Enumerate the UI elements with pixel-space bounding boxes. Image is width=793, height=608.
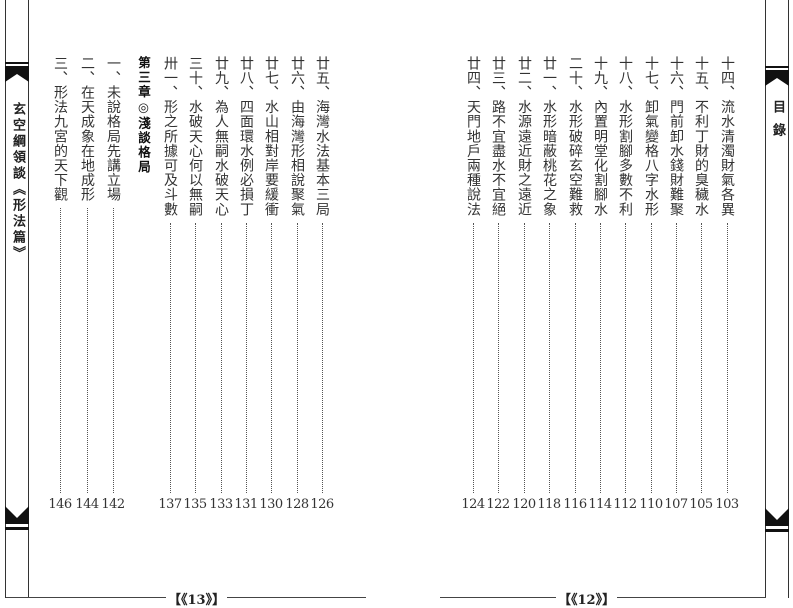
dot-leader	[112, 208, 114, 493]
page-number: 【《12》】	[556, 589, 618, 608]
dot-leader	[296, 222, 298, 493]
section-title: 目錄	[770, 100, 785, 146]
entry-title: 十九、內置明堂化割腳水	[592, 56, 608, 217]
entry-page-number: 146	[48, 497, 72, 512]
toc-entry[interactable]: 三十、水破天心何以無嗣 135	[183, 56, 207, 512]
entry-page-number: 118	[537, 497, 561, 512]
toc-entry[interactable]: 廿五、海灣水法基本三局 126	[310, 56, 334, 512]
dot-leader	[245, 222, 247, 493]
entry-page-number: 103	[715, 497, 739, 512]
entry-title: 廿六、由海灣形相說聚氣	[289, 56, 305, 217]
toc-entry[interactable]: 廿二、水源遠近財之遠近 120	[512, 56, 536, 512]
entry-page-number: 128	[285, 497, 309, 512]
entry-title: 十八、水形割腳多數不利	[617, 56, 633, 217]
toc-entry[interactable]: 十六、門前卸水錢財難聚 107	[664, 56, 688, 512]
toc-entry[interactable]: 十四、流水清濁財氣各異 103	[715, 56, 739, 512]
dot-leader	[624, 222, 626, 493]
dot-leader	[270, 222, 272, 493]
top-arrow-icon	[765, 66, 789, 86]
entry-title: 廿七、水山相對岸要緩衝	[263, 56, 279, 217]
dot-leader	[523, 222, 525, 493]
entry-title: 十七、卸氣變格八字水形	[643, 56, 659, 217]
chapter-heading: 第三章◎淺談格局	[134, 56, 152, 512]
entry-title: 三、形法九宮的天下觀	[52, 56, 68, 202]
entry-page-number: 133	[209, 497, 233, 512]
entry-page-number: 130	[259, 497, 283, 512]
book-title: 玄空綱領談《形法篇》	[10, 102, 25, 262]
dot-leader	[472, 222, 474, 493]
dot-leader	[321, 222, 323, 493]
entry-page-number: 107	[664, 497, 688, 512]
toc-entry[interactable]: 二、在天成象在地成形 144	[75, 56, 99, 512]
dot-leader	[220, 222, 222, 493]
entry-title: 廿九、為人無嗣水破天心	[213, 56, 229, 217]
entry-page-number: 144	[75, 497, 99, 512]
dot-leader	[599, 222, 601, 493]
dot-leader	[169, 222, 171, 493]
toc-entry[interactable]: 卅一、形之所據可及斗數 137	[158, 56, 182, 512]
page-number: 【《13》】	[166, 589, 228, 608]
dot-leader	[497, 222, 499, 493]
toc-entry[interactable]: 廿一、水形暗蔽桃花之象 118	[537, 56, 561, 512]
entry-page-number: 114	[588, 497, 612, 512]
entry-page-number: 126	[310, 497, 334, 512]
entry-page-number: 124	[461, 497, 485, 512]
entry-title: 一、未說格局先講立場	[105, 56, 121, 202]
entry-page-number: 142	[101, 497, 125, 512]
entry-page-number: 120	[512, 497, 536, 512]
entry-title: 廿二、水源遠近財之遠近	[516, 56, 532, 217]
entry-title: 十四、流水清濁財氣各異	[719, 56, 735, 217]
top-arrow-icon	[5, 62, 29, 82]
bottom-arrow-icon	[765, 508, 789, 532]
toc-entry[interactable]: 廿七、水山相對岸要緩衝 130	[259, 56, 283, 512]
entry-page-number: 135	[183, 497, 207, 512]
entry-title: 二、在天成象在地成形	[79, 56, 95, 202]
dot-leader	[548, 222, 550, 493]
dot-leader	[574, 222, 576, 493]
dot-leader	[59, 208, 61, 493]
entry-title: 十六、門前卸水錢財難聚	[668, 56, 684, 217]
toc-entry[interactable]: 二十、水形破碎玄空難救 116	[563, 56, 587, 512]
toc-entry[interactable]: 十七、卸氣變格八字水形 110	[639, 56, 663, 512]
entry-page-number: 116	[563, 497, 587, 512]
toc-entry[interactable]: 十五、不利丁財的臭穢水 105	[689, 56, 713, 512]
entry-title: 廿三、路不宜盡水不宜絕	[490, 56, 506, 217]
entry-page-number: 112	[613, 497, 637, 512]
dot-leader	[726, 222, 728, 493]
entry-title: 廿八、四面環水例必損丁	[238, 56, 254, 217]
toc-entry[interactable]: 廿九、為人無嗣水破天心 133	[209, 56, 233, 512]
entry-title: 卅一、形之所據可及斗數	[162, 56, 178, 217]
toc-entry[interactable]: 一、未說格局先講立場 142	[101, 56, 125, 512]
right-spine: 目錄	[765, 0, 789, 598]
entry-title: 廿五、海灣水法基本三局	[314, 56, 330, 217]
entry-page-number: 110	[639, 497, 663, 512]
dot-leader	[700, 222, 702, 493]
entry-page-number: 105	[689, 497, 713, 512]
toc-entry[interactable]: 十九、內置明堂化割腳水 114	[588, 56, 612, 512]
entry-title: 二十、水形破碎玄空難救	[567, 56, 583, 217]
bottom-arrow-icon	[5, 506, 29, 530]
dot-leader	[86, 208, 88, 493]
toc-entry[interactable]: 十八、水形割腳多數不利 112	[613, 56, 637, 512]
entry-title: 十五、不利丁財的臭穢水	[693, 56, 709, 217]
entry-title: 三十、水破天心何以無嗣	[187, 56, 203, 217]
entry-page-number: 122	[486, 497, 510, 512]
toc-entry[interactable]: 廿三、路不宜盡水不宜絕 122	[486, 56, 510, 512]
dot-leader	[675, 222, 677, 493]
toc-entry[interactable]: 廿六、由海灣形相說聚氣 128	[285, 56, 309, 512]
entry-title: 廿四、天門地戶兩種說法	[465, 56, 481, 217]
toc-entry[interactable]: 三、形法九宮的天下觀 146	[48, 56, 72, 512]
toc-entry[interactable]: 廿八、四面環水例必損丁 131	[234, 56, 258, 512]
toc-entry[interactable]: 廿四、天門地戶兩種說法 124	[461, 56, 485, 512]
left-spine: 玄空綱領談《形法篇》	[5, 0, 29, 598]
dot-leader	[650, 222, 652, 493]
entry-title: 第三章◎淺談格局	[136, 56, 151, 175]
entry-page-number: 137	[158, 497, 182, 512]
dot-leader	[194, 222, 196, 493]
entry-page-number: 131	[234, 497, 258, 512]
entry-title: 廿一、水形暗蔽桃花之象	[541, 56, 557, 217]
